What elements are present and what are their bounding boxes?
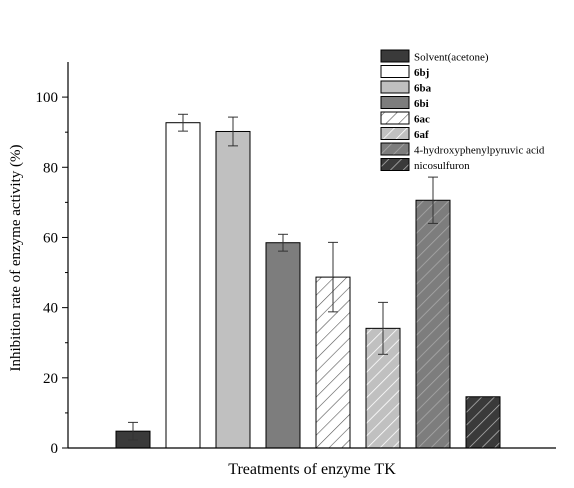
bar-2 — [215, 130, 251, 449]
error-bar-1 — [178, 113, 188, 132]
legend-swatch — [380, 142, 410, 156]
legend-item: 6af — [380, 127, 429, 141]
legend-swatch — [380, 49, 410, 63]
bar-3 — [265, 242, 301, 449]
bars-layer — [115, 122, 501, 449]
error-bar-3 — [278, 233, 288, 252]
legend-swatch — [380, 96, 410, 109]
bar-1 — [165, 122, 201, 449]
bar-6 — [415, 199, 451, 449]
error-bar-0 — [128, 421, 138, 441]
y-tick-label: 0 — [51, 441, 59, 457]
y-tick-label: 100 — [36, 90, 59, 106]
axes-layer: 0 20 40 60 80 100 — [36, 62, 556, 457]
legend-swatch — [380, 111, 410, 125]
error-bar-2 — [228, 116, 238, 147]
y-axis-label: Inhibition rate of enzyme activity (%) — [8, 144, 24, 371]
error-bar-4 — [328, 241, 338, 313]
legend-item: 6ba — [380, 80, 432, 95]
error-bar-6 — [428, 176, 438, 224]
y-tick-label: 80 — [43, 160, 58, 176]
legend: Solvent(acetone) 6bj 6ba 6bi 6ac 6af 4-hydroxy… — [380, 49, 545, 172]
legend-item: 6bj — [380, 65, 429, 79]
legend-swatch — [380, 65, 410, 78]
legend-label: Solvent(acetone) — [414, 52, 489, 64]
legend-label: 6ba — [414, 83, 432, 95]
legend-item: 6bi — [380, 96, 429, 110]
legend-label: 4-hydroxyphenylpyruvic acid — [414, 145, 545, 157]
legend-label: 6ac — [414, 114, 430, 126]
legend-item: nicosulfuron — [380, 158, 470, 172]
bar-7 — [465, 396, 501, 449]
legend-label: 6bi — [414, 98, 429, 110]
error-bar-5 — [378, 301, 388, 355]
y-tick-label: 40 — [43, 301, 58, 317]
legend-label: nicosulfuron — [414, 160, 470, 172]
legend-item: 4-hydroxyphenylpyruvic acid — [380, 142, 545, 157]
legend-swatch — [380, 158, 410, 171]
legend-item: 6ac — [380, 111, 430, 126]
y-tick-label: 60 — [43, 230, 58, 246]
legend-item: Solvent(acetone) — [380, 49, 489, 64]
legend-swatch — [380, 80, 410, 94]
x-axis-label: Treatments of enzyme TK — [228, 461, 396, 478]
y-tick-label: 20 — [43, 371, 58, 387]
legend-label: 6af — [414, 129, 429, 141]
legend-label: 6bj — [414, 67, 429, 79]
error-bars-layer — [128, 113, 438, 441]
legend-swatch — [380, 127, 410, 140]
